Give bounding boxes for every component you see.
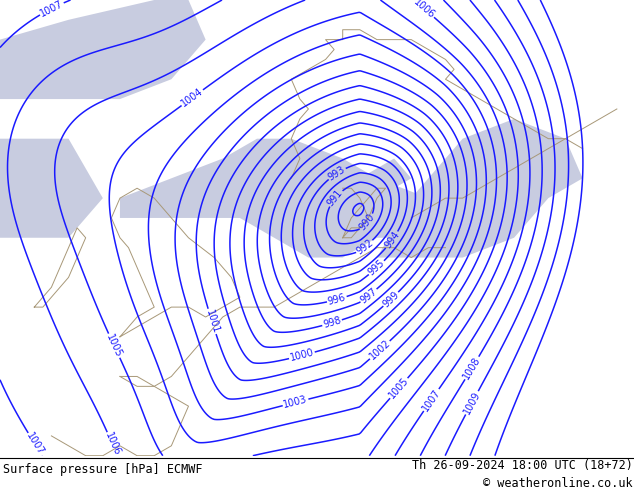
Text: 1003: 1003: [282, 394, 309, 410]
Text: Surface pressure [hPa] ECMWF: Surface pressure [hPa] ECMWF: [3, 463, 203, 476]
Text: 1009: 1009: [462, 390, 482, 416]
Text: 991: 991: [326, 188, 345, 208]
Polygon shape: [0, 0, 205, 99]
Text: 992: 992: [354, 238, 375, 257]
Text: 1007: 1007: [25, 431, 46, 457]
Text: © weatheronline.co.uk: © weatheronline.co.uk: [483, 477, 633, 490]
Polygon shape: [377, 119, 583, 258]
Text: 1001: 1001: [204, 308, 221, 335]
Text: Th 26-09-2024 18:00 UTC (18+72): Th 26-09-2024 18:00 UTC (18+72): [412, 460, 633, 472]
Text: 1006: 1006: [103, 431, 122, 458]
Text: 1005: 1005: [387, 376, 411, 401]
Text: 996: 996: [327, 292, 347, 307]
Text: 1002: 1002: [367, 338, 392, 362]
Text: 994: 994: [383, 230, 401, 250]
Text: 1005: 1005: [105, 332, 124, 359]
Text: 1007: 1007: [39, 0, 65, 19]
Polygon shape: [0, 139, 103, 238]
Text: 1000: 1000: [289, 347, 315, 363]
Text: 999: 999: [381, 289, 401, 309]
Text: 997: 997: [358, 286, 379, 305]
Text: 1004: 1004: [179, 86, 205, 109]
Text: 998: 998: [322, 316, 342, 330]
Text: 993: 993: [327, 164, 347, 183]
Text: 1007: 1007: [420, 387, 443, 413]
Text: 990: 990: [358, 212, 377, 232]
Text: 1008: 1008: [462, 355, 482, 381]
Polygon shape: [343, 158, 411, 198]
Text: 1006: 1006: [411, 0, 437, 21]
Text: 995: 995: [366, 258, 387, 278]
Polygon shape: [120, 139, 429, 258]
